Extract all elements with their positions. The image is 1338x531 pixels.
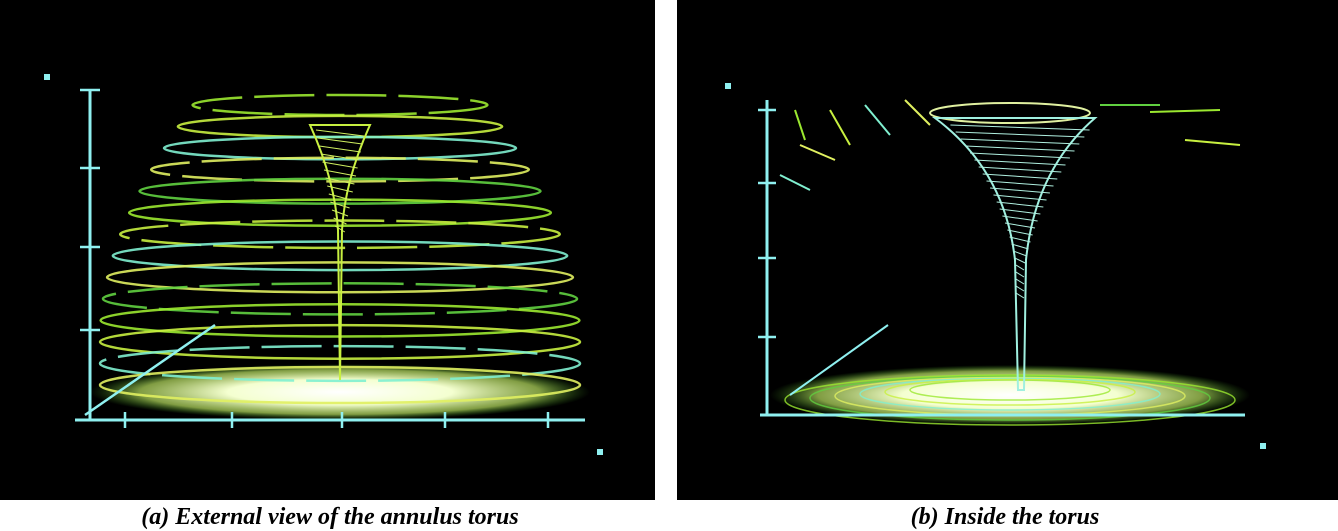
streamline (111, 240, 569, 272)
funnel (931, 117, 1098, 391)
funnel-mesh (982, 173, 1058, 180)
renderings (44, 74, 1266, 455)
funnel-mesh (996, 201, 1044, 208)
funnel-mesh (990, 187, 1050, 194)
streamline (1184, 139, 1241, 146)
streamline (884, 378, 1136, 406)
funnel-mesh (1004, 222, 1036, 229)
caption: (b) Inside the torus (911, 504, 1100, 530)
funnel-mesh (1015, 292, 1025, 299)
funnel-mesh (333, 217, 347, 225)
streamline (1149, 109, 1221, 113)
funnel-mesh (331, 209, 349, 217)
funnel-mesh (993, 194, 1047, 201)
funnel-mesh (978, 166, 1062, 173)
streamline (859, 377, 1161, 411)
funnel-mesh (325, 177, 355, 185)
funnel-mesh (960, 138, 1080, 145)
streamline (162, 135, 518, 161)
funnel-mesh (1007, 229, 1033, 236)
streamline (784, 374, 1236, 426)
caption: (a) External view of the annulus torus (141, 504, 518, 530)
funnel-mesh (328, 193, 352, 201)
panel-a-image (0, 0, 655, 500)
funnel-mesh (1013, 250, 1027, 257)
funnel-mesh (317, 137, 363, 145)
streamline (829, 109, 851, 146)
funnel-mesh (999, 208, 1041, 215)
streamline (909, 379, 1111, 401)
streamline (799, 144, 836, 161)
funnel-mesh (955, 131, 1085, 138)
funnel-mesh (1015, 271, 1025, 278)
marker (725, 83, 731, 89)
funnel-mesh (327, 185, 353, 193)
streamline (138, 177, 542, 205)
funnel-mesh (1015, 285, 1025, 292)
axis (84, 323, 216, 417)
marker (597, 449, 603, 455)
streamline (929, 102, 1091, 124)
funnel-mesh (334, 225, 346, 233)
funnel-mesh (1011, 243, 1029, 250)
funnel-mesh (950, 124, 1090, 131)
streamline (779, 174, 811, 191)
funnel-mesh (986, 180, 1054, 187)
streamline (809, 375, 1211, 421)
funnel-mesh (330, 201, 350, 209)
funnel-mesh (1014, 257, 1026, 264)
funnel-mesh (319, 145, 361, 153)
funnel-mesh (970, 152, 1070, 159)
funnel-mesh (1009, 236, 1031, 243)
axis (789, 324, 889, 396)
funnel-mesh (322, 161, 358, 169)
funnel-mesh (1015, 264, 1025, 271)
streamline (864, 104, 891, 136)
streamline (904, 99, 931, 126)
streamline (794, 109, 806, 141)
funnel-mesh (320, 153, 360, 161)
funnel-mesh (315, 129, 365, 137)
funnel-mesh (1015, 278, 1025, 285)
funnel-mesh (1002, 215, 1038, 222)
funnel-mesh (974, 159, 1066, 166)
streamline (105, 261, 575, 294)
marker (1260, 443, 1266, 449)
funnel-mesh (323, 169, 357, 177)
funnel-mesh (965, 145, 1075, 152)
streamline (127, 198, 553, 228)
marker (44, 74, 50, 80)
